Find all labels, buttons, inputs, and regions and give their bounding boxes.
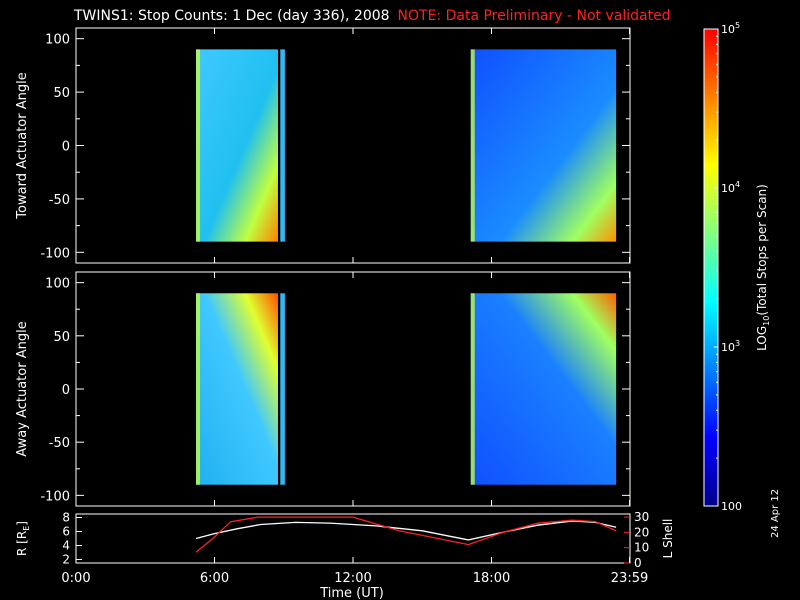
y2-tick-label: 20 bbox=[634, 525, 649, 539]
y-axis-label: R [RE] bbox=[15, 521, 31, 556]
colorbar-gradient bbox=[703, 28, 719, 507]
panel-away: 100 50 0 -50 -100 Away Actuator Angle bbox=[15, 271, 631, 507]
y-tick-label: -50 bbox=[49, 193, 70, 208]
colorbar-tick-label: 105 bbox=[721, 21, 740, 36]
y-tick-label: 50 bbox=[53, 330, 70, 345]
heatmap-block-edge bbox=[470, 49, 475, 242]
y-axis-label: Away Actuator Angle bbox=[15, 321, 30, 456]
x-tick-label: 6:00 bbox=[200, 571, 229, 586]
title-text: TWINS1: Stop Counts: 1 Dec (day 336), 20… bbox=[74, 8, 390, 24]
heatmap-block bbox=[280, 49, 285, 242]
y2-tick-label: 10 bbox=[634, 541, 649, 555]
x-tick-label: 18:00 bbox=[473, 571, 510, 586]
y2-tick-label: 0 bbox=[634, 556, 642, 570]
colorbar-label: LOG10(Total Stops per Scan) bbox=[755, 184, 771, 351]
heatmap-block bbox=[470, 49, 617, 242]
y-axis-label: Toward Actuator Angle bbox=[15, 72, 30, 219]
y2-tick-label: 30 bbox=[634, 510, 649, 524]
heatmap-block-edge bbox=[470, 293, 475, 485]
colorbar-tick-label: 104 bbox=[721, 180, 740, 195]
heatmap-block-edge bbox=[196, 49, 201, 242]
y-tick-label: 0 bbox=[62, 140, 70, 155]
heatmap-block bbox=[470, 293, 617, 485]
heatmap-block bbox=[280, 293, 285, 485]
colorbar: 105 104 103 100 LOG10(Total Stops per Scan) bbox=[703, 21, 771, 513]
y-tick-label: 0 bbox=[62, 383, 70, 398]
y-tick-label: 100 bbox=[45, 277, 70, 292]
l-shell-series-line bbox=[195, 516, 617, 553]
x-axis-label: Time (UT) bbox=[319, 586, 384, 600]
x-tick-label: 23:59 bbox=[611, 571, 648, 586]
y-tick-label: -100 bbox=[40, 489, 70, 504]
radius-series-line bbox=[195, 520, 617, 541]
y-tick-label: 4 bbox=[62, 539, 70, 553]
plot-frame bbox=[75, 513, 631, 564]
heatmap-block bbox=[196, 293, 278, 485]
heatmap-block-edge bbox=[196, 293, 201, 485]
y-tick-label: -100 bbox=[40, 246, 70, 261]
x-tick-label: 0:00 bbox=[61, 571, 90, 586]
y2-axis-label: L Shell bbox=[661, 519, 675, 559]
colorbar-tick-label: 103 bbox=[721, 339, 740, 354]
date-stamp: 24 Apr 12 bbox=[770, 488, 781, 538]
y-tick-label: 6 bbox=[62, 525, 70, 539]
chart-title: TWINS1: Stop Counts: 1 Dec (day 336), 20… bbox=[74, 8, 671, 24]
y-tick-label: 50 bbox=[53, 86, 70, 101]
heatmap-block bbox=[196, 49, 278, 242]
x-tick-label: 12:00 bbox=[334, 571, 371, 586]
y-tick-label: -50 bbox=[49, 436, 70, 451]
y-tick-label: 8 bbox=[62, 511, 70, 525]
title-note: NOTE: Data Preliminary - Not validated bbox=[397, 8, 671, 24]
panel-toward: 100 50 0 -50 -100 Toward Actuator Angle bbox=[15, 27, 631, 264]
y-tick-label: 100 bbox=[45, 33, 70, 48]
colorbar-tick-label: 100 bbox=[721, 500, 742, 513]
y-tick-label: 2 bbox=[62, 553, 70, 567]
